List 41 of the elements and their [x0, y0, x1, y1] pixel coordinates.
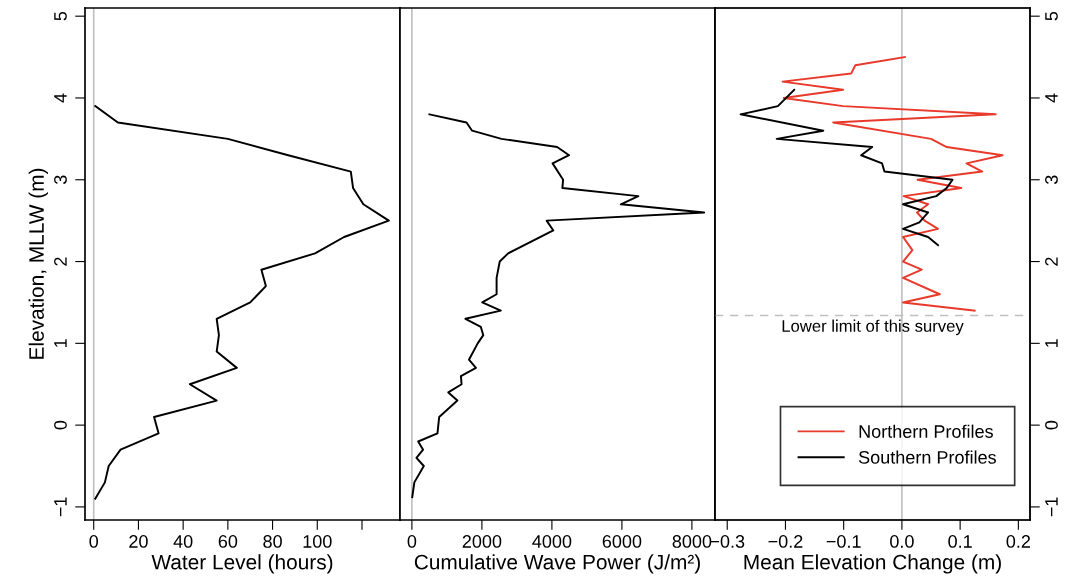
y-tick-label: 3 [54, 175, 67, 185]
x-tick-label: 100 [303, 535, 332, 548]
line-series [94, 105, 390, 500]
y-tick-label: 5 [54, 11, 67, 21]
y-tick-label: 0 [54, 420, 67, 430]
x-tick-label: 60 [218, 535, 238, 548]
x-tick-label: 4000 [532, 535, 572, 548]
x-tick-label: 2000 [462, 535, 502, 548]
legend-label: Northern Profiles [859, 424, 993, 438]
y2-tick-label: 3 [1045, 175, 1058, 185]
x-tick-label: 0.0 [890, 535, 914, 548]
x-axis-title: Mean Elevation Change (m) [744, 554, 1001, 574]
y-tick-label: 1 [54, 339, 67, 347]
y2-tick-label: 4 [1045, 93, 1058, 103]
ref-line-label: Lower limit of this survey [782, 319, 964, 336]
line-series [739, 88, 954, 247]
x-tick-label: 0.2 [1006, 535, 1030, 548]
x-tick-label: −0.1 [826, 535, 861, 548]
x-tick-label: −0.3 [710, 535, 745, 548]
x-tick-label: 80 [263, 535, 282, 548]
y-tick-label: 4 [54, 93, 67, 103]
x-tick-label: 6000 [602, 535, 642, 548]
x-tick-label: 40 [173, 535, 193, 548]
y-axis-title: Elevation, MLLW (m) [28, 168, 49, 359]
legend-label: Southern Profiles [858, 450, 996, 464]
x-tick-label: 0.1 [948, 535, 972, 548]
x-tick-label: −0.2 [768, 535, 803, 548]
y2-tick-label: 5 [1045, 11, 1058, 21]
x-axis-title: Water Level (hours) [151, 554, 333, 574]
x-tick-label: 0 [89, 535, 99, 548]
x-tick-label: 20 [129, 535, 148, 548]
y2-tick-label: 0 [1045, 420, 1058, 430]
x-axis-title: Cumulative Wave Power (J/m²) [414, 554, 700, 574]
line-series [781, 56, 1004, 312]
x-tick-label: 0 [407, 535, 417, 548]
y2-tick-label: 1 [1045, 339, 1058, 347]
y2-tick-label: −1 [1045, 497, 1058, 517]
y2-tick-label: 2 [1045, 257, 1058, 266]
x-tick-label: 8000 [672, 535, 712, 548]
y-tick-label: 2 [54, 257, 67, 266]
y-tick-label: −1 [54, 497, 67, 517]
